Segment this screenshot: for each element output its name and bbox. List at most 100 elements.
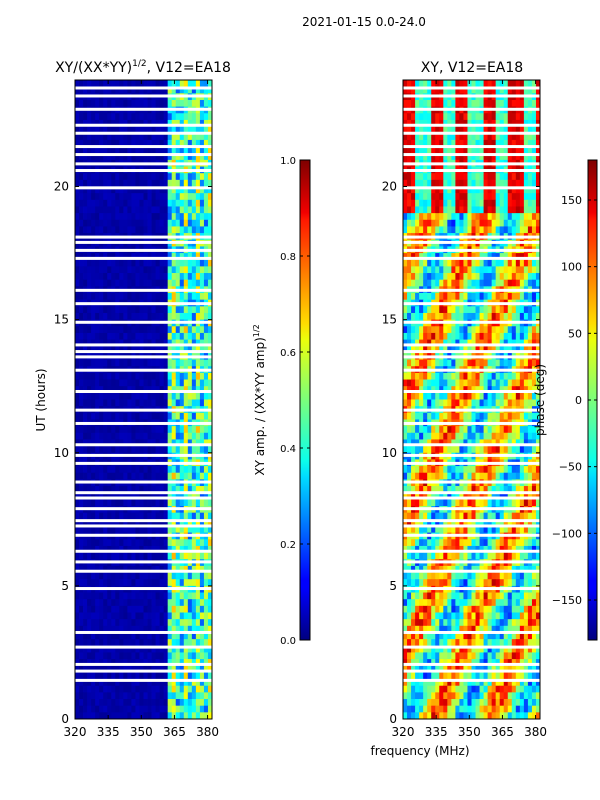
heatmap-cell (407, 153, 412, 161)
heatmap-cell (127, 332, 132, 340)
heatmap-cell (479, 372, 484, 380)
heatmap-cell (427, 279, 432, 287)
heatmap-cell (95, 386, 100, 394)
heatmap-cell (111, 346, 116, 354)
flagged-row (75, 443, 212, 447)
heatmap-cell (195, 113, 201, 121)
heatmap-cell (135, 213, 140, 221)
heatmap-cell (191, 339, 197, 347)
heatmap-cell (207, 139, 213, 147)
heatmap-cell (439, 372, 444, 380)
heatmap-cell (207, 679, 213, 687)
heatmap-cell (163, 186, 169, 194)
heatmap-cell (135, 119, 140, 127)
heatmap-cell (95, 552, 100, 560)
heatmap-cell (471, 306, 476, 314)
heatmap-cell (79, 80, 84, 88)
heatmap-cell (515, 259, 521, 267)
heatmap-cell (515, 126, 521, 134)
heatmap-cell (99, 672, 104, 680)
heatmap-cell (131, 579, 136, 587)
heatmap-cell (175, 139, 181, 147)
heatmap-cell (139, 99, 144, 108)
heatmap-cell (447, 332, 452, 340)
heatmap-cell (455, 273, 460, 281)
heatmap-cell (123, 565, 128, 573)
flagged-row (75, 496, 212, 500)
heatmap-cell (471, 372, 476, 380)
heatmap-cell (403, 199, 408, 207)
heatmap-cell (179, 705, 185, 713)
heatmap-cell (147, 525, 152, 534)
heatmap-cell (147, 113, 152, 121)
heatmap-cell (459, 392, 464, 400)
heatmap-cell (131, 545, 136, 553)
heatmap-cell (207, 486, 213, 494)
heatmap-cell (111, 179, 116, 187)
flagged-row (75, 256, 212, 260)
heatmap-cell (127, 119, 132, 127)
heatmap-cell (447, 173, 452, 181)
heatmap-cell (187, 486, 193, 494)
heatmap-cell (143, 179, 148, 187)
heatmap-cell (523, 139, 529, 147)
heatmap-cell (179, 525, 185, 534)
heatmap-cell (203, 659, 209, 667)
heatmap-cell (203, 545, 209, 553)
heatmap-cell (199, 219, 205, 227)
heatmap-cell (139, 359, 144, 367)
heatmap-cell (83, 226, 88, 234)
heatmap-cell (451, 326, 456, 334)
heatmap-cell (187, 645, 193, 653)
heatmap-cell (159, 472, 165, 480)
heatmap-cell (207, 332, 213, 340)
heatmap-cell (167, 426, 173, 434)
heatmap-cell (119, 133, 124, 141)
heatmap-cell (515, 346, 521, 354)
heatmap-cell (147, 186, 152, 194)
heatmap-cell (207, 685, 213, 693)
heatmap-cell (155, 632, 161, 640)
heatmap-cell (519, 306, 525, 314)
heatmap-cell (99, 126, 104, 134)
heatmap-cell (459, 173, 464, 181)
heatmap-cell (171, 226, 177, 234)
heatmap-cell (147, 599, 152, 607)
heatmap-cell (91, 213, 96, 221)
heatmap-cell (491, 273, 497, 281)
heatmap-cell (179, 492, 185, 500)
heatmap-cell (87, 599, 92, 607)
heatmap-cell (463, 146, 468, 154)
heatmap-cell (163, 499, 169, 507)
heatmap-cell (191, 326, 197, 334)
heatmap-cell (459, 153, 464, 161)
heatmap-cell (171, 652, 177, 660)
heatmap-cell (447, 226, 452, 234)
heatmap-cell (535, 386, 541, 394)
heatmap-cell (487, 386, 493, 394)
heatmap-cell (119, 592, 124, 600)
heatmap-cell (99, 486, 104, 494)
heatmap-cell (515, 199, 521, 207)
heatmap-cell (103, 632, 108, 640)
heatmap-cell (151, 339, 156, 347)
heatmap-cell (95, 659, 100, 667)
heatmap-cell (515, 173, 521, 181)
heatmap-cell (419, 179, 424, 187)
heatmap-cell (79, 486, 84, 494)
heatmap-cell (487, 253, 493, 261)
heatmap-cell (471, 259, 476, 267)
heatmap-cell (455, 293, 460, 301)
heatmap-cell (135, 599, 140, 607)
heatmap-cell (167, 119, 173, 127)
heatmap-cell (79, 679, 84, 687)
heatmap-cell (183, 565, 189, 573)
heatmap-cell (127, 572, 132, 580)
heatmap-cell (75, 492, 80, 500)
heatmap-cell (503, 332, 509, 340)
heatmap-cell (75, 665, 80, 673)
heatmap-cell (203, 525, 209, 534)
heatmap-cell (463, 266, 468, 274)
heatmap-cell (147, 492, 152, 500)
heatmap-cell (459, 253, 464, 261)
